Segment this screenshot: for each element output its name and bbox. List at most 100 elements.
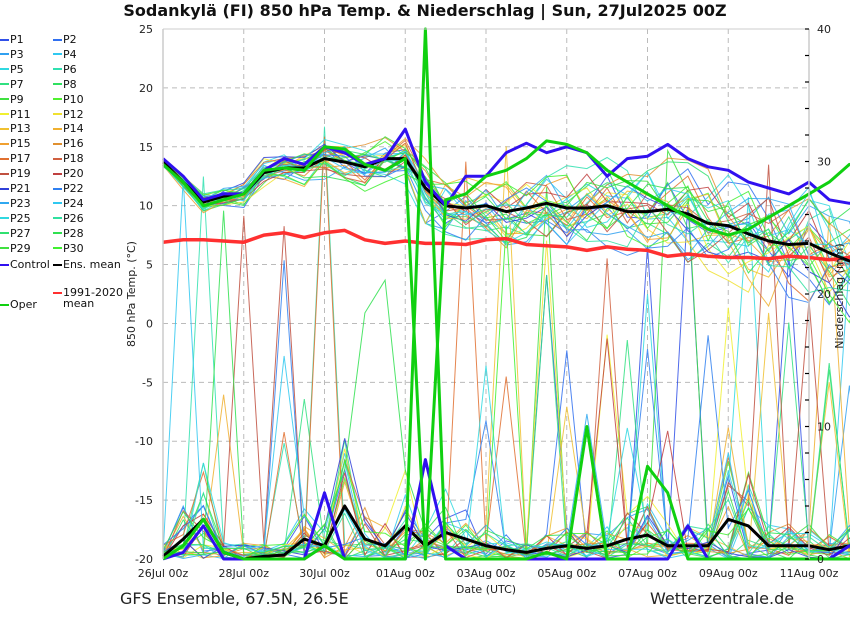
legend-item-p17: P17 [0,153,31,164]
legend-label: Ens. mean [63,258,121,271]
axes: -20 -15 -10 -5 0 5 10 15 20 25 26Jul 00z 28Jul 00z 3… [135,23,839,580]
legend-swatch [53,187,62,190]
legend-label: P8 [63,77,77,91]
model-info: GFS Ensemble, 67.5N, 26.5E [120,589,349,608]
legend-swatch [53,263,62,266]
legend-swatch [0,68,9,71]
y-tick-label: 20 [139,82,153,95]
member-precip-line-p30 [162,224,850,560]
legend-label: P12 [63,107,84,121]
ens-mean-precip-line [162,504,850,561]
y-tick-label: 0 [146,317,153,330]
legend-swatch [0,232,9,235]
y2-tick-label: 30 [817,156,831,169]
legend-item-p28: P28 [53,228,84,239]
legend-label: P6 [63,62,77,76]
legend-item-p3: P3 [0,49,24,60]
legend-swatch [53,217,62,220]
legend-label: P21 [10,182,31,195]
legend-item-control: Control [0,259,50,270]
legend-item-p27: P27 [0,228,31,239]
legend-label: P23 [10,196,31,210]
member-precip-line-p26 [162,491,850,560]
member-temp-line-p26 [162,160,850,294]
legend-item-p26: P26 [53,213,84,224]
y-tick-label: 10 [139,200,153,213]
legend-swatch [0,38,9,41]
legend-item-p6: P6 [53,64,77,75]
legend-label: P11 [10,107,31,121]
legend-item-p22: P22 [53,183,84,194]
legend-swatch [0,172,9,175]
y2-tick-label: 10 [817,421,831,434]
y-tick-label: -20 [135,553,153,566]
legend-swatch [53,157,62,160]
ensemble-members [162,126,850,560]
x-tick-label: 01Aug 00z [376,567,435,580]
legend-item-p1: P1 [0,34,24,45]
legend-label: P29 [10,241,31,255]
legend-item-p12: P12 [53,109,84,120]
legend-swatch [53,172,62,175]
legend-item-p21: P21 [0,183,31,194]
legend-item-1991-2020-mean: 1991-2020 mean [53,287,123,309]
legend-item-p24: P24 [53,198,84,209]
x-tick-label: 07Aug 00z [618,567,677,580]
x-tick-label: 11Aug 00z [780,567,839,580]
x-tick-label: 09Aug 00z [699,567,758,580]
member-temp-line-p3 [162,147,850,261]
legend-label: P26 [63,211,84,225]
member-temp-line-p19 [162,159,850,284]
legend-swatch [0,157,9,160]
legend-swatch [0,202,9,205]
y-tick-label: 25 [139,23,153,36]
legend-swatch [53,38,62,41]
y-tick-label: 5 [146,259,153,272]
legend-swatch [53,232,62,235]
member-precip-line-p17 [162,136,850,560]
legend-label: P7 [10,77,24,91]
legend-item-p16: P16 [53,138,84,149]
legend-label: P3 [10,47,24,61]
legend-item-p9: P9 [0,94,24,105]
member-precip-line-p28 [162,210,850,560]
legend-swatch [0,187,9,190]
legend-swatch [0,98,9,101]
legend-swatch [53,53,62,56]
legend-label: P4 [63,47,77,61]
y-tick-label: -10 [135,435,153,448]
legend-item-p2: P2 [53,34,77,45]
legend-item-p20: P20 [53,168,84,179]
member-temp-line-p9 [162,147,850,304]
legend-swatch [53,127,62,130]
y-tick-label: 15 [139,141,153,154]
x-tick-label: 28Jul 00z [218,567,269,580]
legend-label: P14 [63,122,84,136]
member-temp-line-p15 [162,137,850,263]
member-precip-line-p20 [162,338,850,560]
legend-item-p15: P15 [0,138,31,149]
x-tick-label: 05Aug 00z [537,567,596,580]
source-credit: Wetterzentrale.de [650,589,795,608]
legend-label: Oper [10,298,37,311]
legend-item-p4: P4 [53,49,77,60]
legend-label: P24 [63,196,84,210]
legend-label: P18 [63,152,84,166]
control-temp-line [162,127,850,208]
legend-swatch [0,142,9,145]
oper-temp-line [162,139,850,561]
legend-swatch [0,83,9,86]
legend-label: P25 [10,211,31,225]
member-temp-line-p14 [162,155,850,308]
legend-item-p5: P5 [0,64,24,75]
legend-label: P2 [63,33,77,46]
legend-label: P9 [10,92,24,106]
legend-item-ens-mean: Ens. mean [53,259,121,270]
x-tick-label: 03Aug 00z [457,567,516,580]
legend-label: P22 [63,182,84,195]
legend-label: P19 [10,167,31,181]
legend-item-p11: P11 [0,109,31,120]
x-axis-label: Date (UTC) [456,583,516,596]
legend-label: P27 [10,226,31,240]
member-temp-line-p28 [162,151,850,274]
